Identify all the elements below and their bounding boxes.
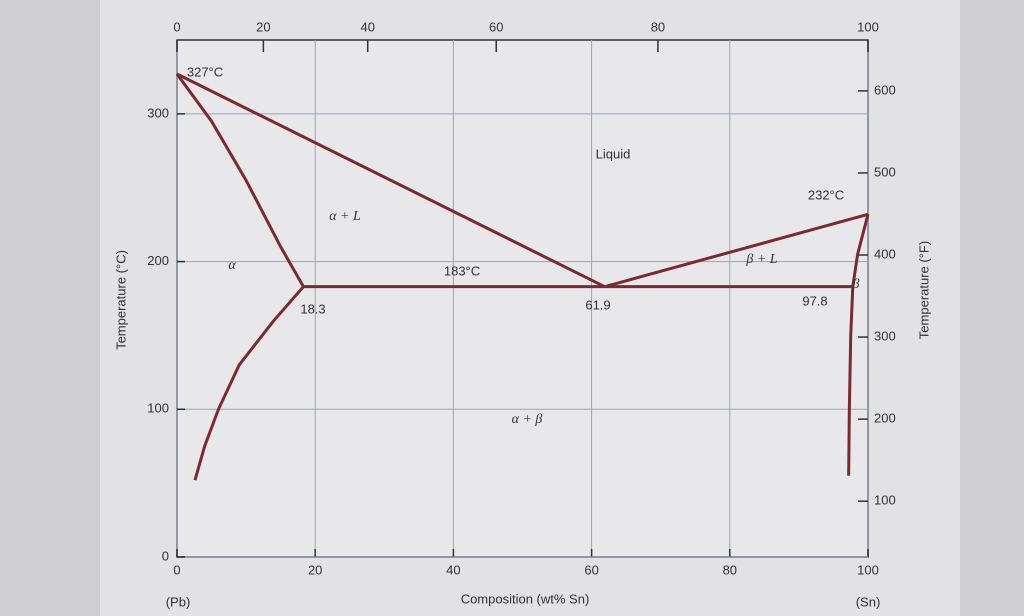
x2-tick-label: 0 (173, 19, 180, 34)
annotation: (Sn) (856, 594, 881, 609)
phase-boundary (847, 286, 855, 476)
x-tick-label: 20 (308, 562, 322, 577)
y2-tick-label: 600 (874, 82, 896, 97)
phase-boundary (851, 213, 870, 287)
phase-boundary (176, 72, 606, 289)
y-tick-label: 200 (147, 253, 169, 268)
y2-tick-label: 500 (874, 164, 896, 179)
annotation: β (852, 277, 860, 292)
phase-boundary (604, 212, 869, 289)
annotation: 327°C (187, 64, 223, 79)
annotation: α (228, 258, 236, 273)
x2-tick-label: 100 (857, 19, 879, 34)
annotation: Liquid (596, 146, 631, 161)
y2-tick-label: 400 (874, 246, 896, 261)
annotation: α + β (512, 412, 543, 427)
x2-tick-label: 60 (489, 19, 503, 34)
plot-area (176, 39, 869, 558)
x2-tick-label: 20 (256, 19, 270, 34)
y-axis-label: Temperature (°C) (113, 250, 128, 350)
x-tick-label: 80 (723, 562, 737, 577)
annotation: 183°C (444, 263, 480, 278)
annotation: β + L (745, 252, 777, 267)
annotation: 61.9 (585, 297, 610, 312)
y2-tick-label: 300 (874, 329, 896, 344)
x2-tick-label: 40 (360, 19, 374, 34)
annotation: 232°C (808, 187, 844, 202)
y2-tick-label: 100 (874, 493, 896, 508)
y2-axis-label: Temperature (°F) (916, 241, 931, 339)
x-tick-label: 100 (857, 562, 879, 577)
annotation: α + L (329, 209, 361, 224)
x-tick-label: 40 (446, 562, 460, 577)
x-axis-label: Composition (wt% Sn) (461, 591, 590, 606)
annotation: (Pb) (166, 594, 191, 609)
y-tick-label: 100 (147, 401, 169, 416)
x2-tick-label: 80 (651, 19, 665, 34)
y-tick-label: 300 (147, 105, 169, 120)
phase-boundary (175, 73, 305, 288)
x-tick-label: 0 (173, 562, 180, 577)
annotation: 18.3 (300, 301, 325, 316)
y2-tick-label: 200 (874, 411, 896, 426)
annotation: 97.8 (802, 293, 827, 308)
x-tick-label: 60 (584, 562, 598, 577)
y-tick-label: 0 (162, 548, 169, 563)
phase-boundary (193, 285, 305, 481)
